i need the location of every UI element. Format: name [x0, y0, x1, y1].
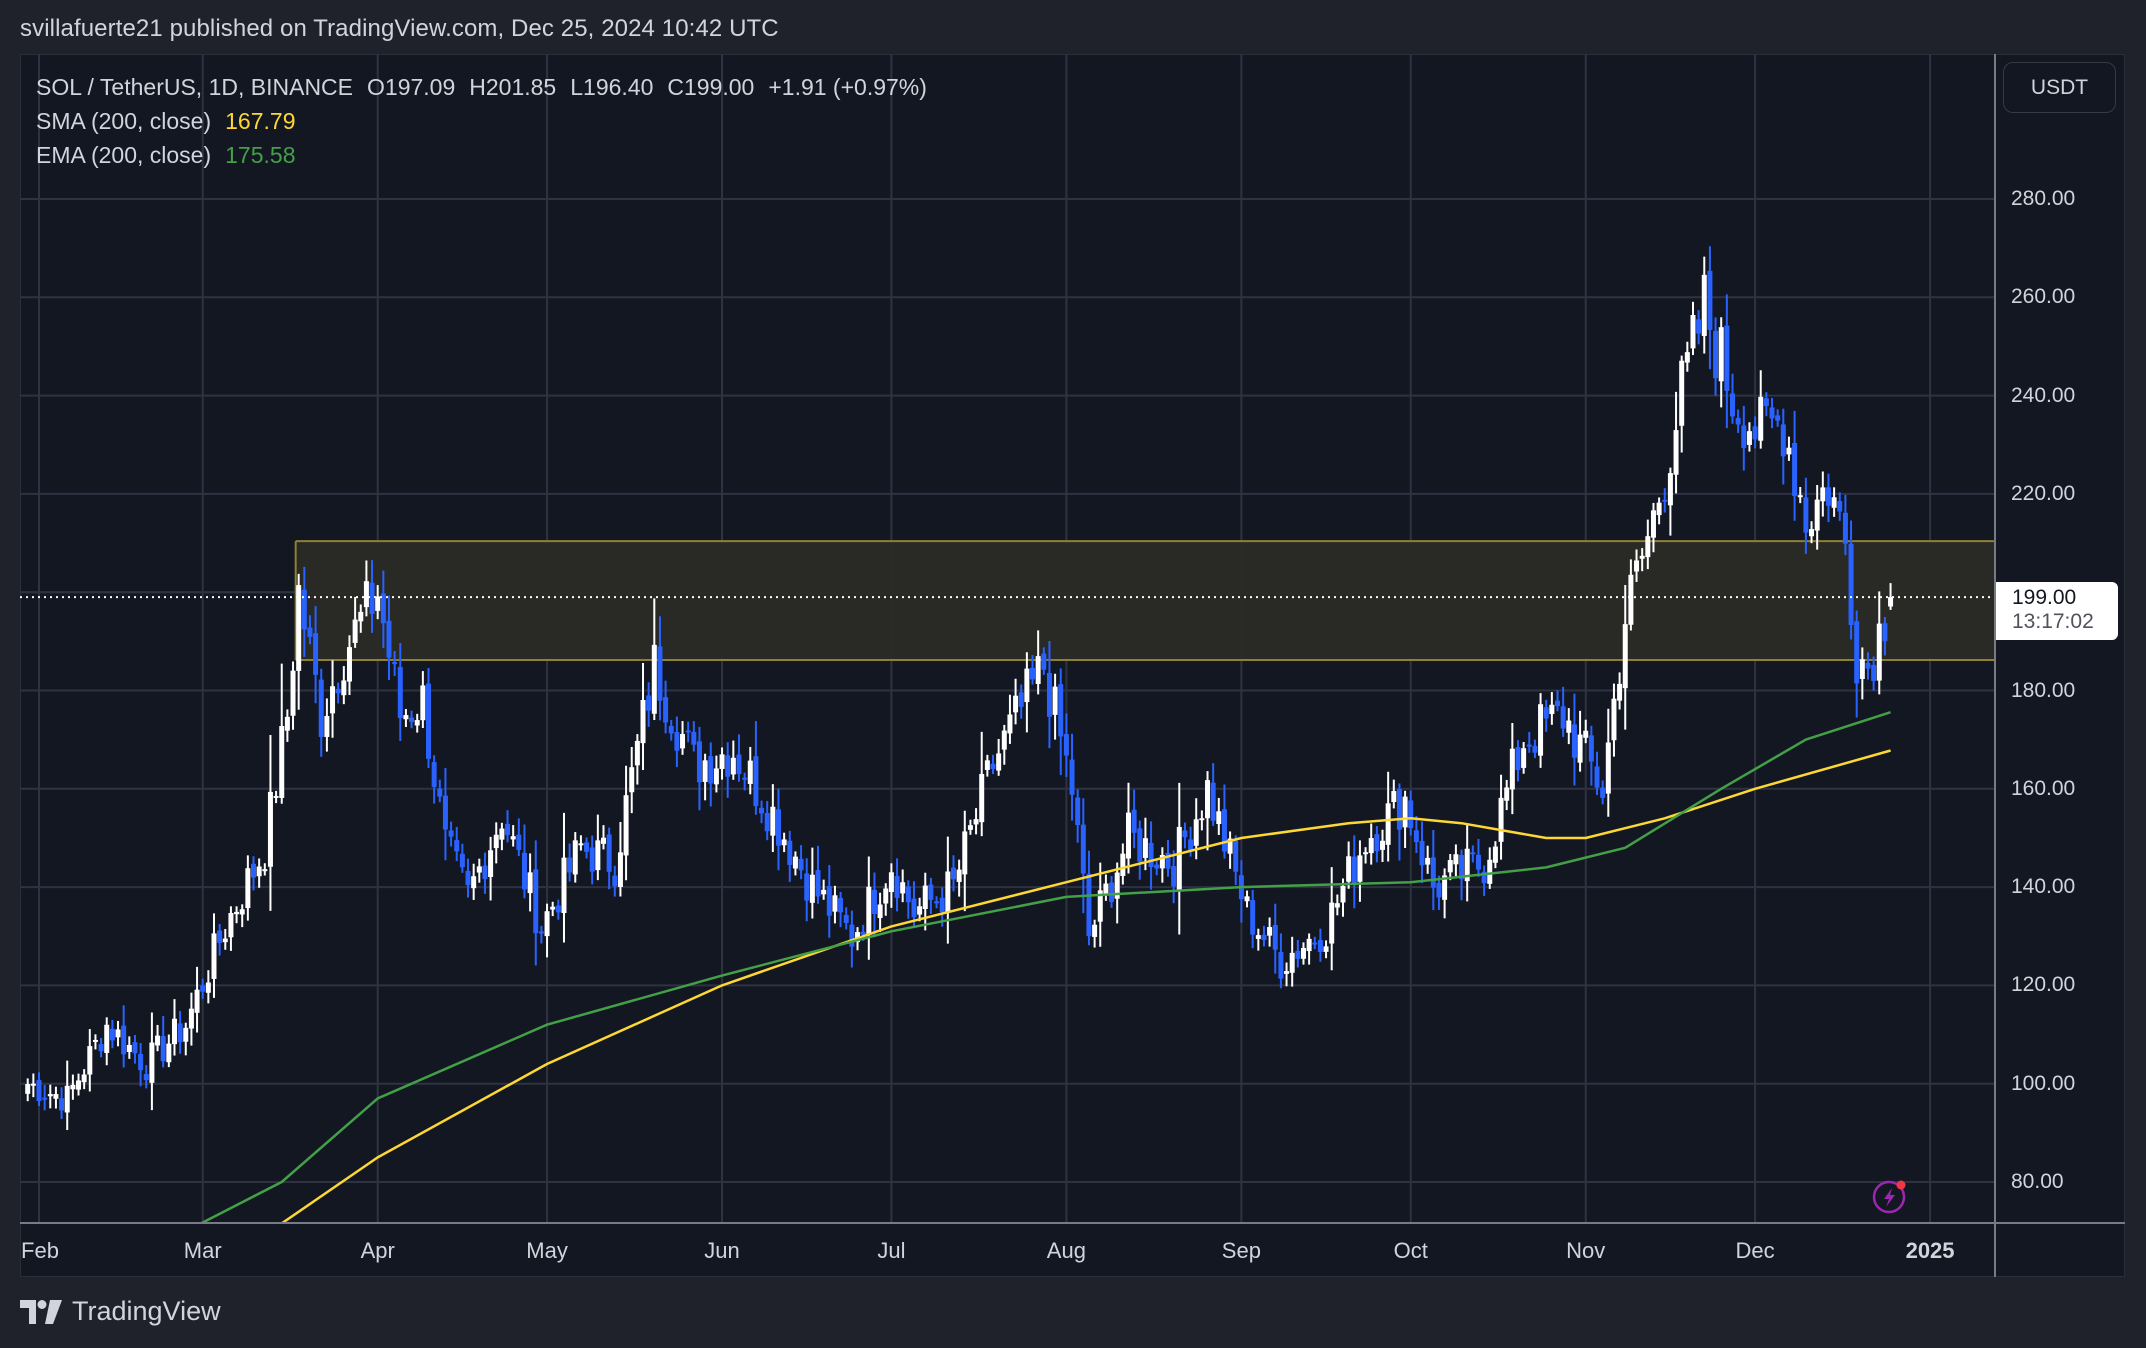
price-axis-label: 180.00	[2011, 678, 2076, 702]
symbol-title[interactable]: SOL / TetherUS, 1D, BINANCE	[36, 74, 354, 100]
tradingview-wordmark: TradingView	[72, 1296, 221, 1326]
time-axis-label: Oct	[1393, 1238, 1428, 1263]
time-axis-label: Aug	[1046, 1238, 1086, 1263]
bar-countdown: 13:17:02	[2012, 610, 2094, 633]
sma-label: SMA (200, close)	[36, 108, 212, 134]
ema-value: 175.58	[225, 142, 296, 168]
price-axis-label: 220.00	[2011, 481, 2076, 505]
price-axis-label: 280.00	[2011, 187, 2076, 210]
time-axis-label: Dec	[1735, 1238, 1775, 1263]
price-axis-label: 100.00	[2011, 1071, 2076, 1095]
tradingview-logo[interactable]: TradingView	[20, 1296, 221, 1327]
price-axis-label: 260.00	[2011, 285, 2076, 309]
time-axis-label: Jul	[877, 1238, 906, 1263]
time-axis-label: May	[526, 1238, 568, 1263]
price-axis-label: 160.00	[2011, 776, 2076, 800]
sma-value: 167.79	[225, 108, 296, 134]
currency-button[interactable]: USDT	[2003, 62, 2116, 113]
last-price-label: 199.00 13:17:02	[1996, 582, 2118, 640]
time-axis-label: 2025	[1905, 1238, 1955, 1263]
candlestick-chart[interactable]	[20, 54, 2125, 1277]
time-axis-label: Feb	[21, 1238, 59, 1263]
price-axis-label: 120.00	[2011, 973, 2076, 997]
legend-ema-row[interactable]: EMA (200, close) 175.58	[36, 138, 927, 172]
low-value: L196.40	[570, 74, 654, 100]
time-axis-label: Mar	[183, 1238, 222, 1263]
ema-label: EMA (200, close)	[36, 142, 212, 168]
change-value: +1.91 (+0.97%)	[768, 74, 927, 100]
time-axis-label: Apr	[360, 1238, 395, 1263]
last-price-value: 199.00	[2012, 586, 2077, 609]
legend-symbol-row: SOL / TetherUS, 1D, BINANCE O197.09 H201…	[36, 70, 927, 104]
price-axis-label: 140.00	[2011, 875, 2076, 899]
legend-sma-row[interactable]: SMA (200, close) 167.79	[36, 104, 927, 138]
close-value: C199.00	[667, 74, 755, 100]
chart-pane[interactable]	[20, 54, 2125, 1277]
time-axis-label: Jun	[704, 1238, 740, 1263]
price-axis-label: 80.00	[2011, 1170, 2064, 1193]
time-axis-label: Nov	[1566, 1238, 1606, 1263]
chart-legend: SOL / TetherUS, 1D, BINANCE O197.09 H201…	[36, 70, 927, 172]
tradingview-logo-icon	[20, 1299, 62, 1324]
price-axis-label: 240.00	[2011, 383, 2076, 407]
open-value: O197.09	[367, 74, 456, 100]
time-axis-label: Sep	[1221, 1238, 1261, 1263]
lightning-alert-icon[interactable]	[1870, 1176, 1910, 1216]
high-value: H201.85	[469, 74, 557, 100]
publish-info: svillafuerte21 published on TradingView.…	[20, 15, 779, 42]
